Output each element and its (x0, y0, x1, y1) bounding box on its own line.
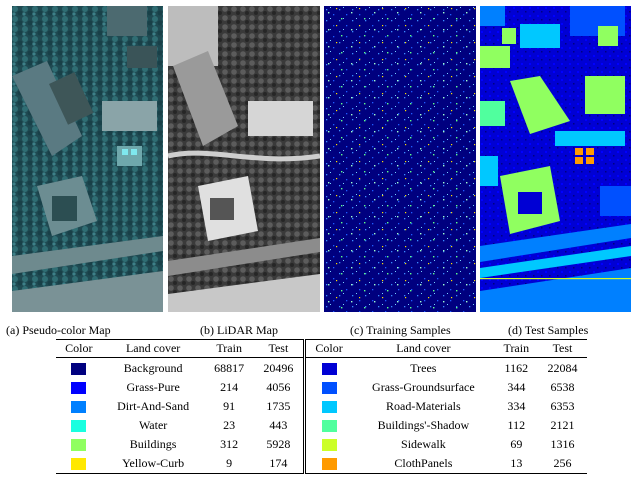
table-row: Dirt-And-Sand 91 1735 Road-Materials 334… (56, 397, 587, 416)
caption-training-samples: (c) Training Samples (350, 323, 451, 338)
test-cell: 6353 (538, 397, 587, 416)
train-cell: 91 (205, 397, 254, 416)
land-cover-cell: Background (102, 358, 205, 379)
caption-test-samples: (d) Test Samples (508, 323, 588, 338)
table-header-row: Color Land cover Train Test Color Land c… (56, 340, 587, 358)
land-cover-cell: Yellow-Curb (102, 454, 205, 474)
train-cell: 214 (205, 378, 254, 397)
color-swatch (71, 382, 86, 394)
table-row: Background 68817 20496 Trees 1162 22084 (56, 358, 587, 379)
color-swatch (322, 458, 337, 470)
land-cover-cell: Sidewalk (352, 435, 495, 454)
table-row: Buildings 312 5928 Sidewalk 69 1316 (56, 435, 587, 454)
land-cover-cell: ClothPanels (352, 454, 495, 474)
color-swatch (322, 439, 337, 451)
train-cell: 344 (495, 378, 538, 397)
header-color: Color (305, 340, 352, 358)
land-cover-cell: Buildings (102, 435, 205, 454)
land-cover-cell: Trees (352, 358, 495, 379)
caption-pseudo-color-map: (a) Pseudo-color Map (6, 323, 111, 338)
pseudo-color-map-image (12, 6, 163, 312)
lidar-map-image (168, 6, 320, 312)
land-cover-table: Color Land cover Train Test Color Land c… (56, 339, 587, 474)
test-cell: 256 (538, 454, 587, 474)
train-cell: 9 (205, 454, 254, 474)
test-cell: 1735 (254, 397, 305, 416)
table-row: Yellow-Curb 9 174 ClothPanels 13 256 (56, 454, 587, 474)
color-swatch (71, 363, 86, 375)
train-cell: 1162 (495, 358, 538, 379)
table-row: Grass-Pure 214 4056 Grass-Groundsurface … (56, 378, 587, 397)
train-cell: 112 (495, 416, 538, 435)
color-swatch (71, 401, 86, 413)
color-swatch (322, 401, 337, 413)
table-row: Water 23 443 Buildings'-Shadow 112 2121 (56, 416, 587, 435)
land-cover-cell: Grass-Pure (102, 378, 205, 397)
test-samples-image (480, 6, 631, 312)
header-train: Train (495, 340, 538, 358)
land-cover-cell: Grass-Groundsurface (352, 378, 495, 397)
color-swatch (71, 439, 86, 451)
test-cell: 5928 (254, 435, 305, 454)
land-cover-cell: Water (102, 416, 205, 435)
land-cover-cell: Buildings'-Shadow (352, 416, 495, 435)
train-cell: 68817 (205, 358, 254, 379)
header-train: Train (205, 340, 254, 358)
color-swatch (71, 458, 86, 470)
header-test: Test (538, 340, 587, 358)
train-cell: 312 (205, 435, 254, 454)
training-samples-image (324, 6, 476, 312)
test-cell: 22084 (538, 358, 587, 379)
train-cell: 334 (495, 397, 538, 416)
train-cell: 23 (205, 416, 254, 435)
header-land-cover: Land cover (352, 340, 495, 358)
header-test: Test (254, 340, 305, 358)
caption-lidar-map: (b) LiDAR Map (200, 323, 278, 338)
test-cell: 443 (254, 416, 305, 435)
color-swatch (71, 420, 86, 432)
header-land-cover: Land cover (102, 340, 205, 358)
train-cell: 69 (495, 435, 538, 454)
color-swatch (322, 363, 337, 375)
train-cell: 13 (495, 454, 538, 474)
land-cover-cell: Road-Materials (352, 397, 495, 416)
header-color: Color (56, 340, 102, 358)
color-swatch (322, 420, 337, 432)
test-cell: 4056 (254, 378, 305, 397)
color-swatch (322, 382, 337, 394)
land-cover-cell: Dirt-And-Sand (102, 397, 205, 416)
test-cell: 6538 (538, 378, 587, 397)
test-cell: 174 (254, 454, 305, 474)
test-cell: 1316 (538, 435, 587, 454)
test-cell: 20496 (254, 358, 305, 379)
test-cell: 2121 (538, 416, 587, 435)
